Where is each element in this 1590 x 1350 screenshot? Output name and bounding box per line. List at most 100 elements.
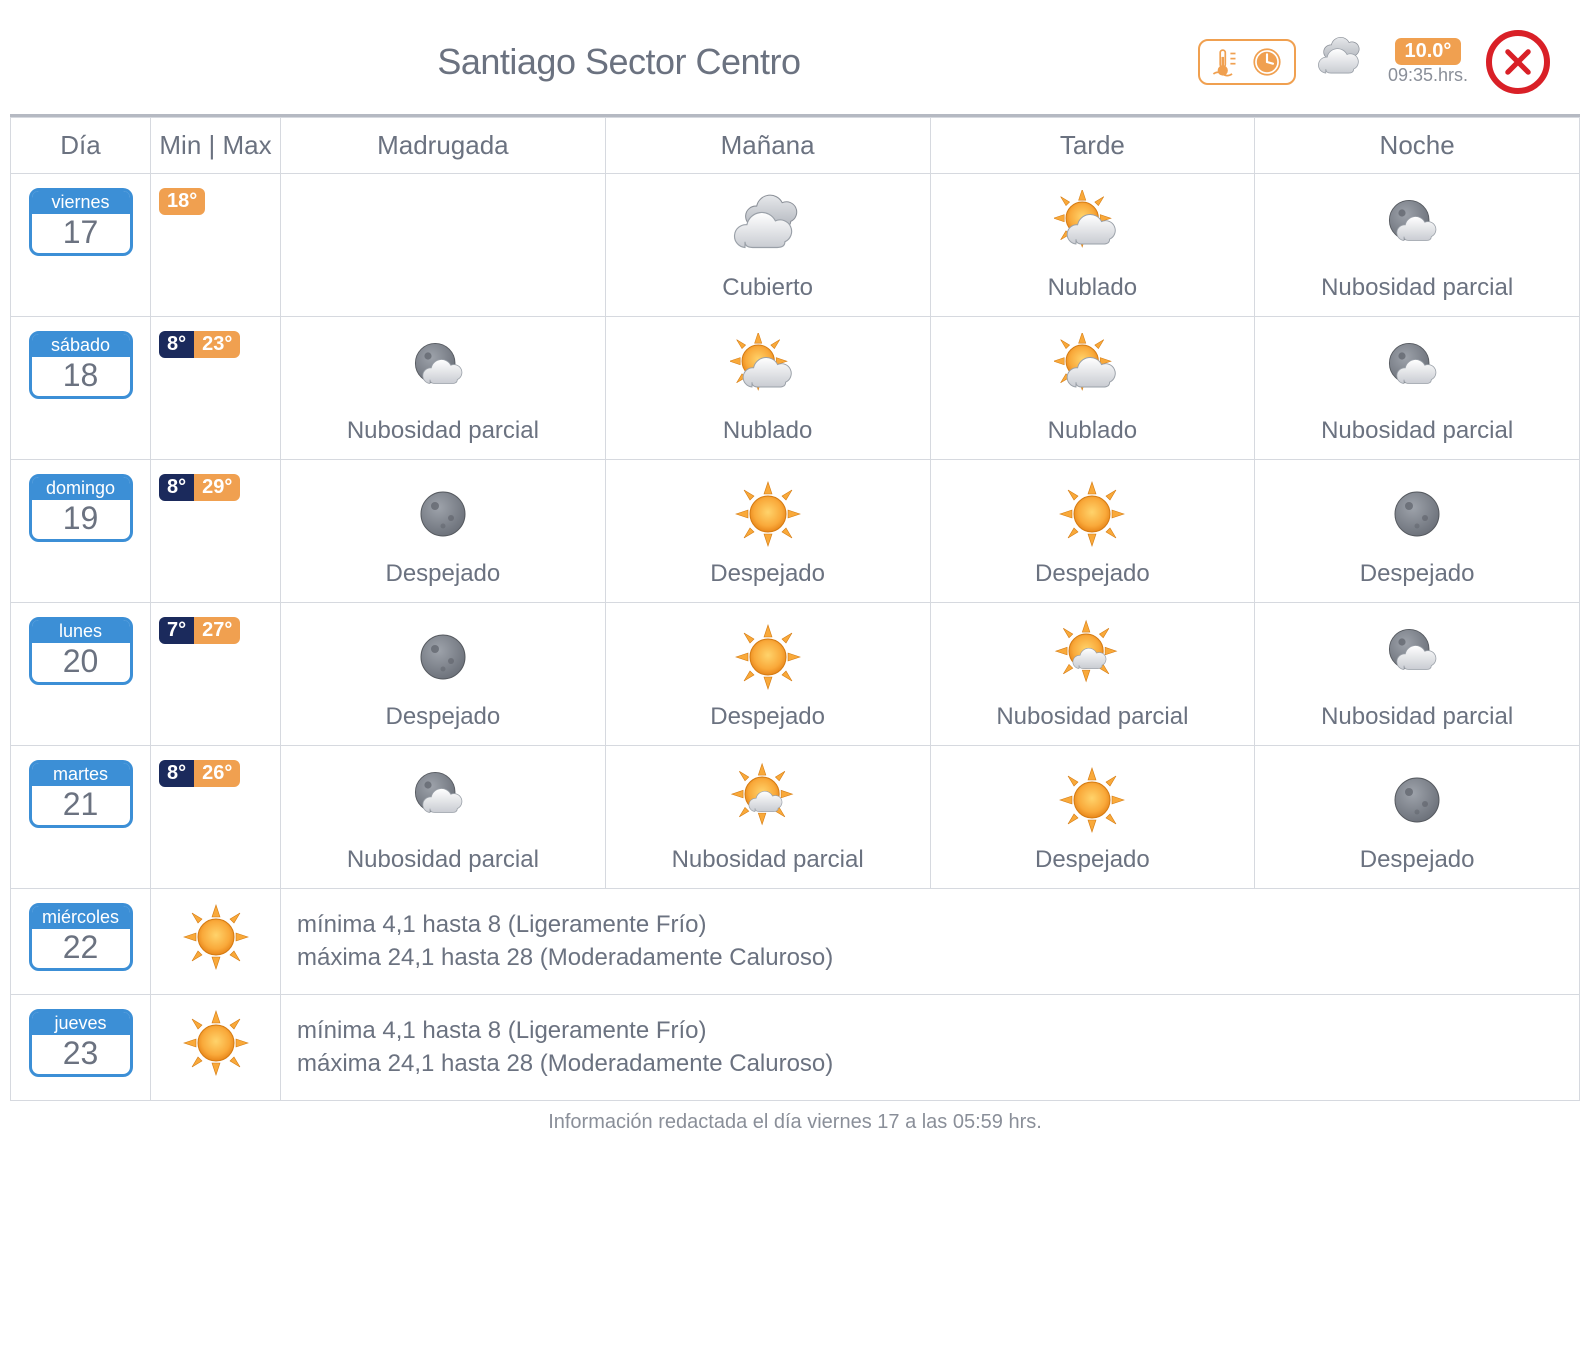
period-label: Nubosidad parcial: [1263, 274, 1571, 302]
close-button[interactable]: [1486, 30, 1550, 94]
period-label: Nubosidad parcial: [1263, 417, 1571, 445]
temp-badge: 18°: [159, 188, 205, 215]
footer-text: Información redactada el día viernes 17 …: [10, 1101, 1580, 1140]
period-label: Despejado: [614, 560, 922, 588]
header: Santiago Sector Centro: [10, 20, 1580, 114]
moon_cloud-icon: [405, 333, 481, 409]
calendar-badge: viernes17: [29, 188, 133, 256]
moon-icon: [405, 619, 481, 695]
forecast-row: viernes17 18° Cubierto Nublado Nubosidad par…: [11, 174, 1580, 317]
forecast-row: lunes20 7°27° Despejado Despejado Nubosidad …: [11, 603, 1580, 746]
summary-text-cell: mínima 4,1 hasta 8 (Ligeramente Frío)máx…: [281, 995, 1580, 1101]
col-header-madrugada: Madrugada: [281, 118, 606, 174]
temp-max: 26°: [194, 760, 240, 787]
sun-icon: [730, 619, 806, 695]
sun-icon: [178, 899, 254, 975]
period-label: Nubosidad parcial: [614, 846, 922, 874]
moon-icon: [1379, 762, 1455, 838]
period-cell: Despejado: [930, 746, 1255, 889]
temp-max: 18°: [159, 188, 205, 215]
calendar-daynum: 18: [32, 357, 130, 396]
col-header-minmax: Min | Max: [151, 118, 281, 174]
calendar-daynum: 22: [32, 929, 130, 968]
col-header-day: Día: [11, 118, 151, 174]
period-cell: Nublado: [605, 317, 930, 460]
sun-icon: [730, 476, 806, 552]
calendar-badge: miércoles22: [29, 903, 133, 971]
period-cell: Nubosidad parcial: [281, 746, 606, 889]
temp-max: 29°: [194, 474, 240, 501]
calendar-badge: jueves23: [29, 1009, 133, 1077]
sun_small_cloud-icon: [1054, 619, 1130, 695]
period-cell: Nublado: [930, 317, 1255, 460]
clock-icon: [1250, 45, 1284, 79]
period-cell: Despejado: [281, 460, 606, 603]
calendar-badge: lunes20: [29, 617, 133, 685]
current-weather-icon: [1314, 34, 1370, 90]
period-cell: Nubosidad parcial: [1255, 174, 1580, 317]
moon_cloud-icon: [405, 762, 481, 838]
period-label: Despejado: [939, 560, 1247, 588]
forecast-row: martes218°26°Nubosidad parcialNubosidad …: [11, 746, 1580, 889]
current-time: 09:35.hrs.: [1388, 65, 1468, 86]
period-cell: Nubosidad parcial: [281, 317, 606, 460]
summary-row: miércoles22 mínima 4,1 hasta 8 (Ligeramen…: [11, 889, 1580, 995]
temp-min: 8°: [159, 331, 194, 358]
period-label: Nubosidad parcial: [289, 846, 597, 874]
period-label: Despejado: [1263, 560, 1571, 588]
summary-line-max: máxima 24,1 hasta 28 (Moderadamente Calu…: [297, 942, 1563, 974]
period-label: Despejado: [1263, 846, 1571, 874]
period-label: Nubosidad parcial: [939, 703, 1247, 731]
sun-icon: [178, 1005, 254, 1081]
period-label: Cubierto: [614, 274, 922, 302]
forecast-row: sábado18 8°23° Nubosidad parcial Nublado Nub…: [11, 317, 1580, 460]
period-cell: Nubosidad parcial: [1255, 603, 1580, 746]
period-label: Despejado: [939, 846, 1247, 874]
calendar-weekday: martes: [32, 763, 130, 786]
temp-min: 8°: [159, 760, 194, 787]
partly_cloudy_day-icon: [1054, 190, 1130, 266]
period-cell: Nubosidad parcial: [1255, 317, 1580, 460]
calendar-daynum: 17: [32, 214, 130, 253]
period-cell: Despejado: [605, 460, 930, 603]
period-label: Nublado: [939, 274, 1247, 302]
calendar-weekday: sábado: [32, 334, 130, 357]
period-cell: Nublado: [930, 174, 1255, 317]
temp-min: 8°: [159, 474, 194, 501]
calendar-weekday: viernes: [32, 191, 130, 214]
sun-icon: [1054, 476, 1130, 552]
summary-text-cell: mínima 4,1 hasta 8 (Ligeramente Frío)máx…: [281, 889, 1580, 995]
summary-icon-cell: [151, 889, 281, 995]
temp-min: 7°: [159, 617, 194, 644]
period-label: Nublado: [939, 417, 1247, 445]
summary-line-min: mínima 4,1 hasta 8 (Ligeramente Frío): [297, 909, 1563, 941]
period-cell: Nubosidad parcial: [605, 746, 930, 889]
close-icon: [1501, 45, 1535, 79]
summary-line-min: mínima 4,1 hasta 8 (Ligeramente Frío): [297, 1015, 1563, 1047]
period-cell: Despejado: [1255, 460, 1580, 603]
calendar-daynum: 19: [32, 500, 130, 539]
summary-line-max: máxima 24,1 hasta 28 (Moderadamente Calu…: [297, 1048, 1563, 1080]
page-title: Santiago Sector Centro: [40, 41, 1198, 83]
moon_cloud-icon: [1379, 333, 1455, 409]
partly_cloudy_day-icon: [1054, 333, 1130, 409]
temp-badge: 7°27°: [159, 617, 240, 644]
calendar-daynum: 20: [32, 643, 130, 682]
temp-badge: 8°23°: [159, 331, 240, 358]
forecast-table: Día Min | Max Madrugada Mañana Tarde Noc…: [10, 117, 1580, 1101]
calendar-weekday: lunes: [32, 620, 130, 643]
sun-icon: [1054, 762, 1130, 838]
cloudy-icon: [730, 190, 806, 266]
period-label: Nublado: [614, 417, 922, 445]
sun_small_cloud-icon: [730, 762, 806, 838]
moon_cloud-icon: [1379, 190, 1455, 266]
thermometer-icon: [1210, 45, 1244, 79]
period-cell: Cubierto: [605, 174, 930, 317]
period-label: Despejado: [289, 560, 597, 588]
forecast-row: domingo198°29°DespejadoDespejadoDespejad…: [11, 460, 1580, 603]
mode-toggle[interactable]: [1198, 39, 1296, 85]
temp-max: 27°: [194, 617, 240, 644]
period-label: Nubosidad parcial: [289, 417, 597, 445]
period-cell: Despejado: [605, 603, 930, 746]
period-label: Despejado: [289, 703, 597, 731]
